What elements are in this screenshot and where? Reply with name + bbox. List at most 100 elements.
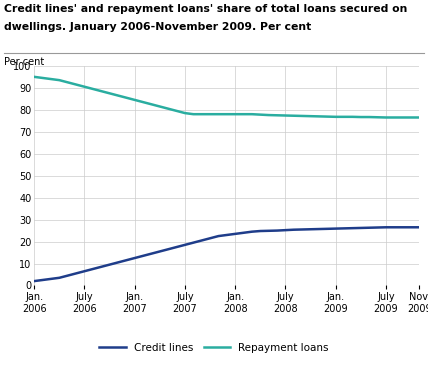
- Credit lines: [308, 227, 313, 231]
- Credit lines: [90, 267, 95, 271]
- Credit lines: [266, 229, 271, 233]
- Credit lines: [32, 279, 37, 283]
- Repayment loans: [32, 75, 37, 79]
- Line: Repayment loans: Repayment loans: [34, 77, 419, 117]
- Credit lines: [140, 254, 146, 258]
- Repayment loans: [258, 112, 263, 117]
- Repayment loans: [224, 112, 229, 116]
- Credit lines: [367, 225, 372, 230]
- Repayment loans: [65, 80, 70, 85]
- Credit lines: [40, 278, 45, 282]
- Repayment loans: [233, 112, 238, 116]
- Repayment loans: [216, 112, 221, 116]
- Credit lines: [107, 262, 112, 267]
- Repayment loans: [250, 112, 255, 116]
- Credit lines: [174, 245, 179, 249]
- Repayment loans: [57, 78, 62, 82]
- Repayment loans: [274, 113, 279, 117]
- Repayment loans: [116, 93, 121, 98]
- Repayment loans: [208, 112, 213, 116]
- Repayment loans: [358, 115, 363, 119]
- Credit lines: [149, 251, 154, 256]
- Repayment loans: [325, 115, 330, 119]
- Credit lines: [392, 225, 397, 229]
- Text: Per cent: Per cent: [4, 57, 45, 67]
- Repayment loans: [182, 111, 187, 115]
- Credit lines: [333, 227, 338, 231]
- Credit lines: [82, 269, 87, 273]
- Repayment loans: [199, 112, 204, 116]
- Repayment loans: [82, 85, 87, 89]
- Credit lines: [116, 260, 121, 265]
- Repayment loans: [375, 115, 380, 119]
- Repayment loans: [383, 115, 389, 120]
- Credit lines: [199, 238, 204, 243]
- Repayment loans: [124, 96, 129, 100]
- Credit lines: [358, 226, 363, 230]
- Credit lines: [99, 265, 104, 269]
- Repayment loans: [408, 115, 413, 120]
- Credit lines: [300, 227, 305, 232]
- Repayment loans: [367, 115, 372, 119]
- Credit lines: [291, 228, 297, 232]
- Credit lines: [258, 229, 263, 233]
- Credit lines: [241, 231, 246, 235]
- Repayment loans: [140, 100, 146, 104]
- Repayment loans: [149, 102, 154, 107]
- Repayment loans: [400, 115, 405, 120]
- Credit lines: [208, 236, 213, 240]
- Repayment loans: [308, 114, 313, 118]
- Repayment loans: [107, 91, 112, 96]
- Credit lines: [400, 225, 405, 229]
- Repayment loans: [316, 114, 321, 119]
- Credit lines: [124, 258, 129, 262]
- Credit lines: [224, 233, 229, 237]
- Credit lines: [283, 228, 288, 232]
- Credit lines: [274, 228, 279, 233]
- Repayment loans: [74, 82, 79, 87]
- Credit lines: [48, 277, 54, 281]
- Credit lines: [57, 276, 62, 280]
- Credit lines: [375, 225, 380, 230]
- Repayment loans: [99, 89, 104, 93]
- Repayment loans: [48, 77, 54, 81]
- Repayment loans: [266, 113, 271, 117]
- Credit lines: [233, 232, 238, 236]
- Text: Credit lines' and repayment loans' share of total loans secured on: Credit lines' and repayment loans' share…: [4, 4, 407, 14]
- Repayment loans: [392, 115, 397, 120]
- Repayment loans: [291, 113, 297, 118]
- Credit lines: [383, 225, 389, 229]
- Credit lines: [132, 256, 137, 260]
- Credit lines: [191, 240, 196, 245]
- Repayment loans: [132, 98, 137, 102]
- Repayment loans: [40, 76, 45, 80]
- Credit lines: [342, 226, 347, 231]
- Repayment loans: [166, 107, 171, 111]
- Credit lines: [316, 227, 321, 231]
- Line: Credit lines: Credit lines: [34, 227, 419, 281]
- Credit lines: [216, 234, 221, 238]
- Credit lines: [166, 247, 171, 251]
- Legend: Credit lines, Repayment loans: Credit lines, Repayment loans: [95, 339, 333, 357]
- Repayment loans: [333, 115, 338, 119]
- Repayment loans: [300, 114, 305, 118]
- Credit lines: [350, 226, 355, 230]
- Repayment loans: [174, 109, 179, 113]
- Credit lines: [157, 249, 162, 254]
- Credit lines: [325, 227, 330, 231]
- Repayment loans: [191, 112, 196, 116]
- Repayment loans: [157, 104, 162, 109]
- Credit lines: [408, 225, 413, 229]
- Credit lines: [182, 243, 187, 247]
- Text: dwellings. January 2006-November 2009. Per cent: dwellings. January 2006-November 2009. P…: [4, 22, 312, 32]
- Credit lines: [65, 273, 70, 278]
- Repayment loans: [283, 113, 288, 118]
- Repayment loans: [241, 112, 246, 116]
- Repayment loans: [342, 115, 347, 119]
- Repayment loans: [350, 115, 355, 119]
- Credit lines: [74, 271, 79, 276]
- Credit lines: [417, 225, 422, 229]
- Repayment loans: [417, 115, 422, 120]
- Repayment loans: [90, 87, 95, 91]
- Credit lines: [250, 229, 255, 234]
